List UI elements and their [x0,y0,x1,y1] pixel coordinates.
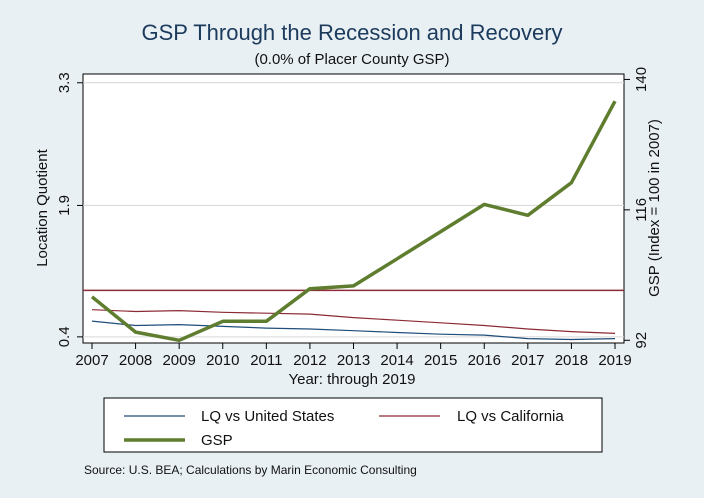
y-right-axis-label: GSP (Index = 100 in 2007) [646,119,663,297]
legend: LQ vs United States LQ vs California GSP [103,397,603,453]
series-line-gsp [90,100,617,343]
y-left-axis-label: Location Quotient [34,148,51,266]
y-left-tick-label: 1.9 [56,195,73,216]
y-right-tick-label: 116 [633,198,650,222]
y-right-tick-label: 92 [633,332,650,349]
chart-title: GSP Through the Recession and Recovery [141,20,562,45]
x-tick-label: 2007 [75,352,108,369]
series-group [90,100,617,343]
x-tick-label: 2016 [468,352,501,369]
legend-label-lq-us: LQ vs United States [201,408,334,425]
series-line-lq-vs-united-states [91,320,616,341]
x-tick-label: 2010 [206,352,239,369]
x-tick-label: 2011 [250,352,282,369]
x-tick-label: 2009 [162,352,195,369]
x-tick-label: 2008 [119,352,152,369]
x-tick-label: 2017 [511,352,544,369]
y-left-tick-label: 3.3 [56,72,73,93]
legend-label-lq-ca: LQ vs California [457,408,564,425]
x-tick-label: 2019 [598,352,631,369]
legend-box [103,397,603,453]
x-axis-label: Year: through 2019 [288,371,415,388]
x-tick-label: 2018 [555,352,588,369]
gridlines [83,82,624,338]
plot-area [82,73,625,344]
x-tick-label: 2013 [337,352,370,369]
y-right-tick-label: 140 [633,67,650,92]
source-note: Source: U.S. BEA; Calculations by Marin … [84,463,417,477]
legend-label-gsp: GSP [201,432,233,449]
chart-subtitle: (0.0% of Placer County GSP) [254,51,449,68]
series-line-lq-vs-california [91,309,616,334]
y-left-tick-label: 0.4 [56,326,73,347]
x-tick-label: 2015 [424,352,457,369]
x-tick-label: 2014 [380,352,413,369]
axes-group: 0.4 1.9 3.3 92 116 140 2007 2008 2009 2010 2011 201… [56,67,650,369]
x-tick-label: 2012 [293,352,326,369]
